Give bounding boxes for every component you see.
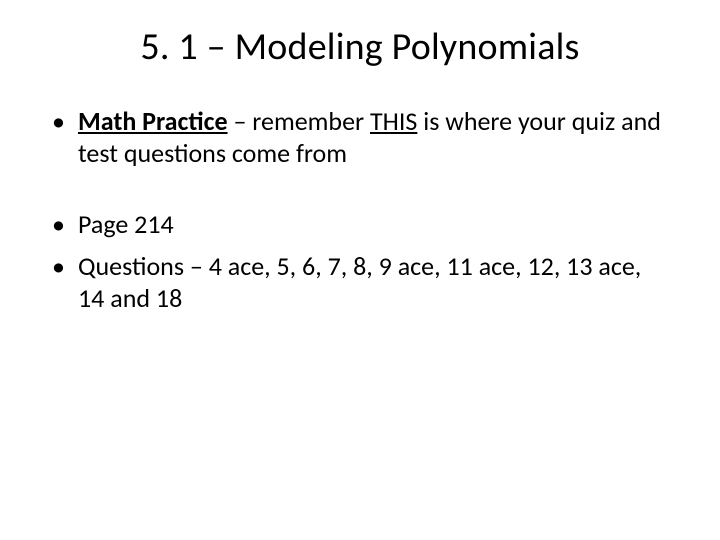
bullet-1-mid: – remember: [228, 105, 370, 137]
bullet-item-2: Page 214: [50, 209, 670, 241]
slide: 5. 1 – Modeling Polynomials Math Practic…: [0, 0, 720, 540]
bullet-item-3: Questions – 4 ace, 5, 6, 7, 8, 9 ace, 11…: [50, 251, 670, 314]
bullet-1-this: THIS: [370, 105, 417, 137]
bullet-list-2: Page 214 Questions – 4 ace, 5, 6, 7, 8, …: [50, 209, 670, 314]
spacer: [50, 179, 670, 209]
bullet-list: Math Practice – remember THIS is where y…: [50, 106, 670, 169]
bullet-item-1: Math Practice – remember THIS is where y…: [50, 106, 670, 169]
slide-title: 5. 1 – Modeling Polynomials: [50, 24, 670, 70]
bullet-1-emphasis: Math Practice: [78, 105, 228, 137]
